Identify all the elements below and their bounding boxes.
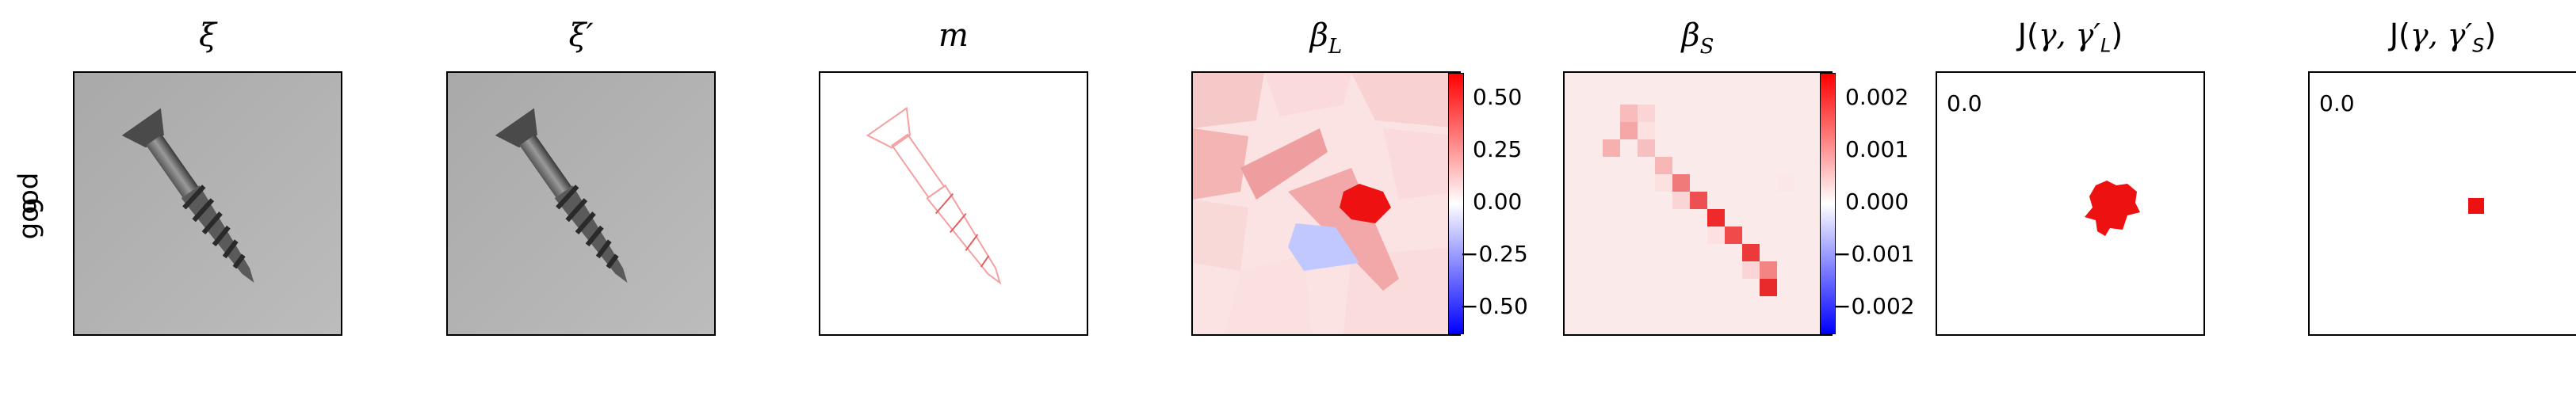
beta-s-image xyxy=(1563,71,1833,336)
beta-s-tick-4: −0.001 xyxy=(1833,241,1915,267)
beta-s-tick-2: 0.001 xyxy=(1845,136,1909,162)
beta-l-tick-1: 0.50 xyxy=(1473,84,1523,110)
xi-title: ξ xyxy=(198,17,217,54)
beta-s-tick-3: 0.000 xyxy=(1845,188,1909,215)
beta-s-grid xyxy=(1565,73,1831,334)
j-l-mask xyxy=(2085,181,2140,236)
beta-l-tick-3: 0.00 xyxy=(1473,188,1523,215)
xi-prime-image xyxy=(446,71,716,336)
xi-prime-title: ξ′ xyxy=(568,17,594,54)
beta-s-title: βS xyxy=(1681,17,1714,59)
row-label: good 9 xyxy=(2,127,57,285)
xi-image xyxy=(73,71,342,336)
m-image xyxy=(819,71,1088,336)
beta-l-title: βL xyxy=(1309,17,1343,59)
beta-s-colorbar xyxy=(1820,73,1836,334)
beta-l-segments xyxy=(1193,73,1459,334)
beta-l-image xyxy=(1191,71,1461,336)
j-l-image: 0.0 xyxy=(1936,71,2205,336)
j-s-value: 0.0 xyxy=(2319,90,2355,116)
beta-l-colorbar xyxy=(1448,73,1464,334)
beta-l-tick-4: −0.25 xyxy=(1460,241,1528,267)
m-title: m xyxy=(938,17,969,54)
beta-l-tick-5: −0.50 xyxy=(1460,293,1528,319)
beta-s-tick-5: −0.002 xyxy=(1833,293,1915,319)
beta-s-tick-1: 0.002 xyxy=(1845,84,1909,110)
j-l-value: 0.0 xyxy=(1947,90,1982,116)
j-s-mask xyxy=(2468,198,2484,214)
row-label-index: 9 xyxy=(17,197,50,215)
screw-shape xyxy=(121,108,254,283)
j-l-title: J(γ, γ′L) xyxy=(2017,17,2123,57)
beta-l-tick-2: 0.25 xyxy=(1473,136,1523,162)
j-s-title: J(γ, γ′S) xyxy=(2389,17,2497,57)
j-s-image: 0.0 xyxy=(2308,71,2576,336)
